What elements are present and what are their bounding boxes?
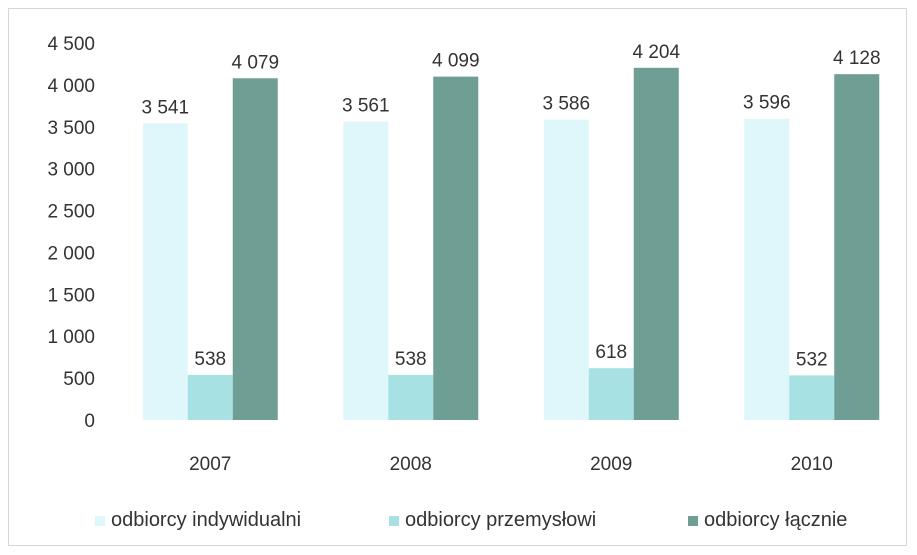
- legend-item-odbiorcy-lacznie: odbiorcy łącznie: [688, 509, 847, 532]
- legend-swatch: [688, 515, 698, 526]
- legend-item-odbiorcy-indywidualni: odbiorcy indywidualni: [95, 509, 301, 532]
- x-tick-label: 2008: [390, 454, 432, 475]
- legend-label: odbiorcy przemysłowi: [405, 509, 597, 531]
- data-label: 3 586: [542, 94, 590, 115]
- data-label: 3 541: [141, 97, 189, 118]
- bar-lacznie: [232, 78, 278, 420]
- y-tick-label: 500: [63, 369, 95, 390]
- y-tick-label: 4 000: [47, 76, 95, 97]
- y-tick-label: 0: [84, 411, 95, 432]
- legend-label: odbiorcy indywidualni: [111, 509, 302, 531]
- bar-lacznie: [834, 74, 880, 420]
- legend-label: odbiorcy łącznie: [704, 509, 848, 531]
- bar-indywidualni: [142, 123, 188, 420]
- bar-przemyslowi: [388, 374, 434, 420]
- legend-swatch: [389, 515, 399, 526]
- bar-przemyslowi: [588, 368, 634, 420]
- bar-indywidualni: [744, 118, 790, 420]
- chart-legend: odbiorcy indywidualni odbiorcy przemysło…: [0, 509, 917, 539]
- y-tick-label: 1 500: [47, 285, 95, 306]
- y-tick-label: 2 500: [47, 202, 95, 223]
- x-tick-label: 2010: [791, 454, 833, 475]
- data-label: 3 561: [342, 96, 390, 117]
- data-label: 4 079: [231, 52, 279, 73]
- x-tick-label: 2009: [590, 454, 632, 475]
- bar-przemyslowi: [789, 375, 835, 420]
- y-tick-label: 2 000: [47, 243, 95, 264]
- data-label: 538: [395, 349, 427, 370]
- legend-swatch: [95, 515, 105, 526]
- bar-indywidualni: [543, 119, 589, 421]
- legend-item-odbiorcy-przemyslowi: odbiorcy przemysłowi: [389, 509, 596, 532]
- bar-indywidualni: [343, 121, 389, 421]
- bar-lacznie: [433, 76, 479, 421]
- y-tick-label: 4 500: [47, 34, 95, 55]
- x-tick-label: 2007: [189, 454, 231, 475]
- bar-chart: 0 500 1 000 1 500 2 000 2 500 3 000 3 500 4 000 4…: [47, 34, 881, 475]
- data-label: 4 128: [833, 48, 881, 69]
- data-label: 3 596: [743, 93, 791, 114]
- y-tick-label: 1 000: [47, 327, 95, 348]
- y-tick-label: 3 000: [47, 160, 95, 181]
- data-label: 618: [595, 342, 627, 363]
- bar-lacznie: [633, 67, 679, 421]
- data-label: 4 204: [632, 42, 680, 63]
- data-label: 532: [796, 349, 828, 370]
- data-label: 4 099: [432, 51, 480, 72]
- bar-przemyslowi: [187, 374, 233, 420]
- data-label: 538: [194, 349, 226, 370]
- y-tick-label: 3 500: [47, 118, 95, 139]
